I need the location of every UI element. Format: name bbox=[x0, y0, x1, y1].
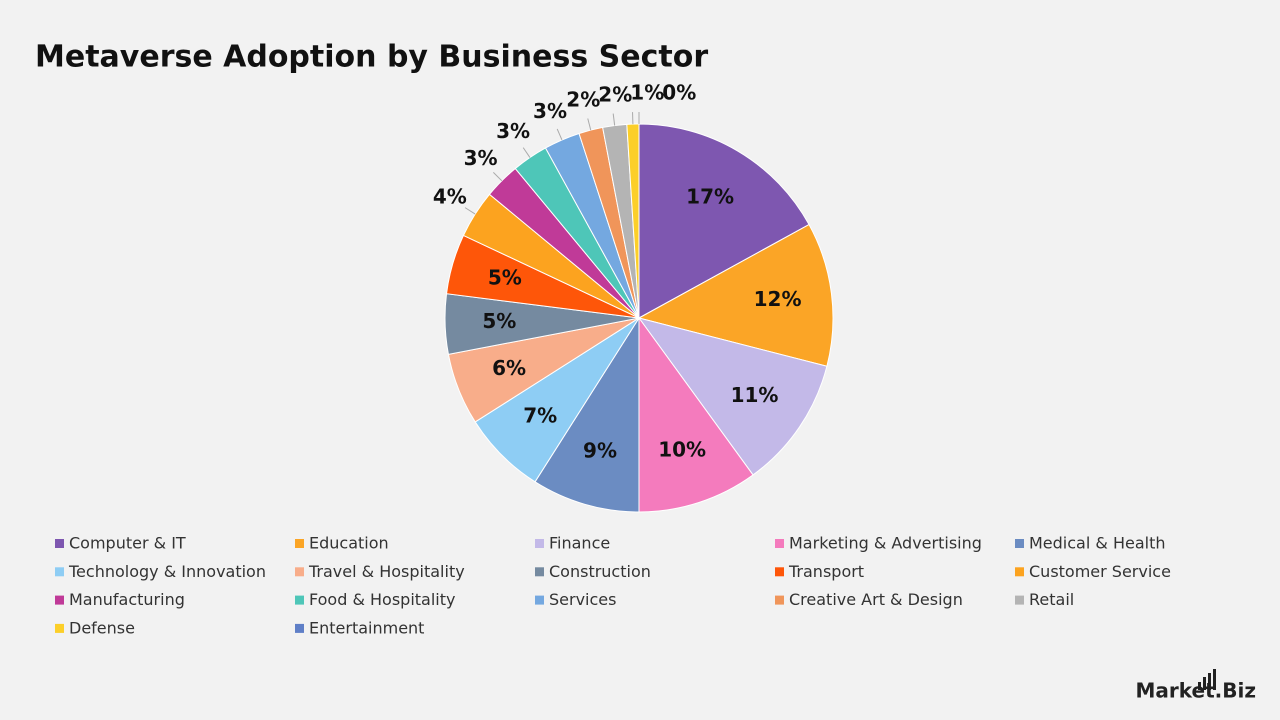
data-label: 1% bbox=[630, 81, 664, 105]
legend-label: Education bbox=[309, 534, 389, 553]
data-label: 2% bbox=[598, 82, 632, 106]
brand-icon bbox=[1198, 669, 1216, 690]
leader-line bbox=[464, 207, 476, 215]
data-label: 0% bbox=[662, 81, 696, 105]
legend-label: Customer Service bbox=[1029, 562, 1171, 581]
legend-label: Medical & Health bbox=[1029, 534, 1165, 553]
chart-title: Metaverse Adoption by Business Sector bbox=[35, 40, 708, 75]
pie-slice bbox=[637, 223, 834, 367]
legend-label: Creative Art & Design bbox=[789, 590, 963, 609]
legend-label: Transport bbox=[788, 562, 864, 581]
pie-slice bbox=[637, 317, 828, 476]
legend-swatch bbox=[55, 567, 64, 577]
legend-swatch bbox=[775, 567, 784, 577]
legend-label: Technology & Innovation bbox=[68, 562, 266, 581]
legend-swatch bbox=[535, 595, 544, 605]
data-label: 5% bbox=[488, 266, 522, 290]
leader-line bbox=[522, 147, 531, 158]
legend-swatch bbox=[295, 595, 304, 605]
legend-swatch bbox=[295, 539, 304, 548]
legend-swatch bbox=[775, 539, 784, 548]
data-label: 5% bbox=[482, 309, 516, 333]
legend-label: Travel & Hospitality bbox=[308, 562, 465, 581]
data-label: 7% bbox=[523, 403, 557, 427]
legend-label: Services bbox=[549, 590, 616, 609]
pie-slice bbox=[638, 316, 754, 513]
legend-label: Retail bbox=[1029, 590, 1074, 609]
data-label: 17% bbox=[686, 184, 734, 208]
legend-swatch bbox=[295, 623, 304, 633]
brand: Market.Biz bbox=[1136, 679, 1257, 703]
pie-slice bbox=[638, 123, 810, 319]
legend-swatch bbox=[1015, 567, 1024, 577]
legend-label: Computer & IT bbox=[69, 534, 186, 553]
legend-label: Finance bbox=[549, 534, 610, 553]
legend-swatch bbox=[535, 567, 544, 577]
leader-line bbox=[587, 118, 592, 131]
data-label: 4% bbox=[433, 184, 467, 208]
data-label: 9% bbox=[583, 439, 617, 463]
data-label: 2% bbox=[566, 88, 600, 112]
leader-line bbox=[556, 128, 563, 141]
leader-line bbox=[492, 171, 503, 182]
legend-swatch bbox=[535, 539, 544, 548]
pie-slice bbox=[534, 316, 640, 513]
leader-line bbox=[612, 113, 616, 126]
data-label: 12% bbox=[754, 287, 802, 311]
legend-label: Entertainment bbox=[309, 618, 424, 637]
data-label: 3% bbox=[464, 146, 498, 170]
legend-swatch bbox=[1015, 595, 1024, 605]
data-label: 11% bbox=[731, 383, 779, 407]
legend-label: Marketing & Advertising bbox=[789, 534, 982, 553]
data-label: 3% bbox=[496, 119, 530, 143]
legend-swatch bbox=[1015, 539, 1024, 548]
data-label: 3% bbox=[533, 99, 567, 123]
legend-swatch bbox=[55, 539, 64, 548]
legend-label: Manufacturing bbox=[69, 590, 185, 609]
data-label: 6% bbox=[492, 356, 526, 380]
legend-swatch bbox=[55, 623, 64, 633]
legend-label: Defense bbox=[69, 618, 135, 637]
data-label: 10% bbox=[658, 437, 706, 461]
legend-swatch bbox=[775, 595, 784, 605]
legend-label: Construction bbox=[549, 562, 651, 581]
legend-swatch bbox=[55, 595, 64, 605]
legend-swatch bbox=[295, 567, 304, 577]
legend-label: Food & Hospitality bbox=[309, 590, 455, 609]
